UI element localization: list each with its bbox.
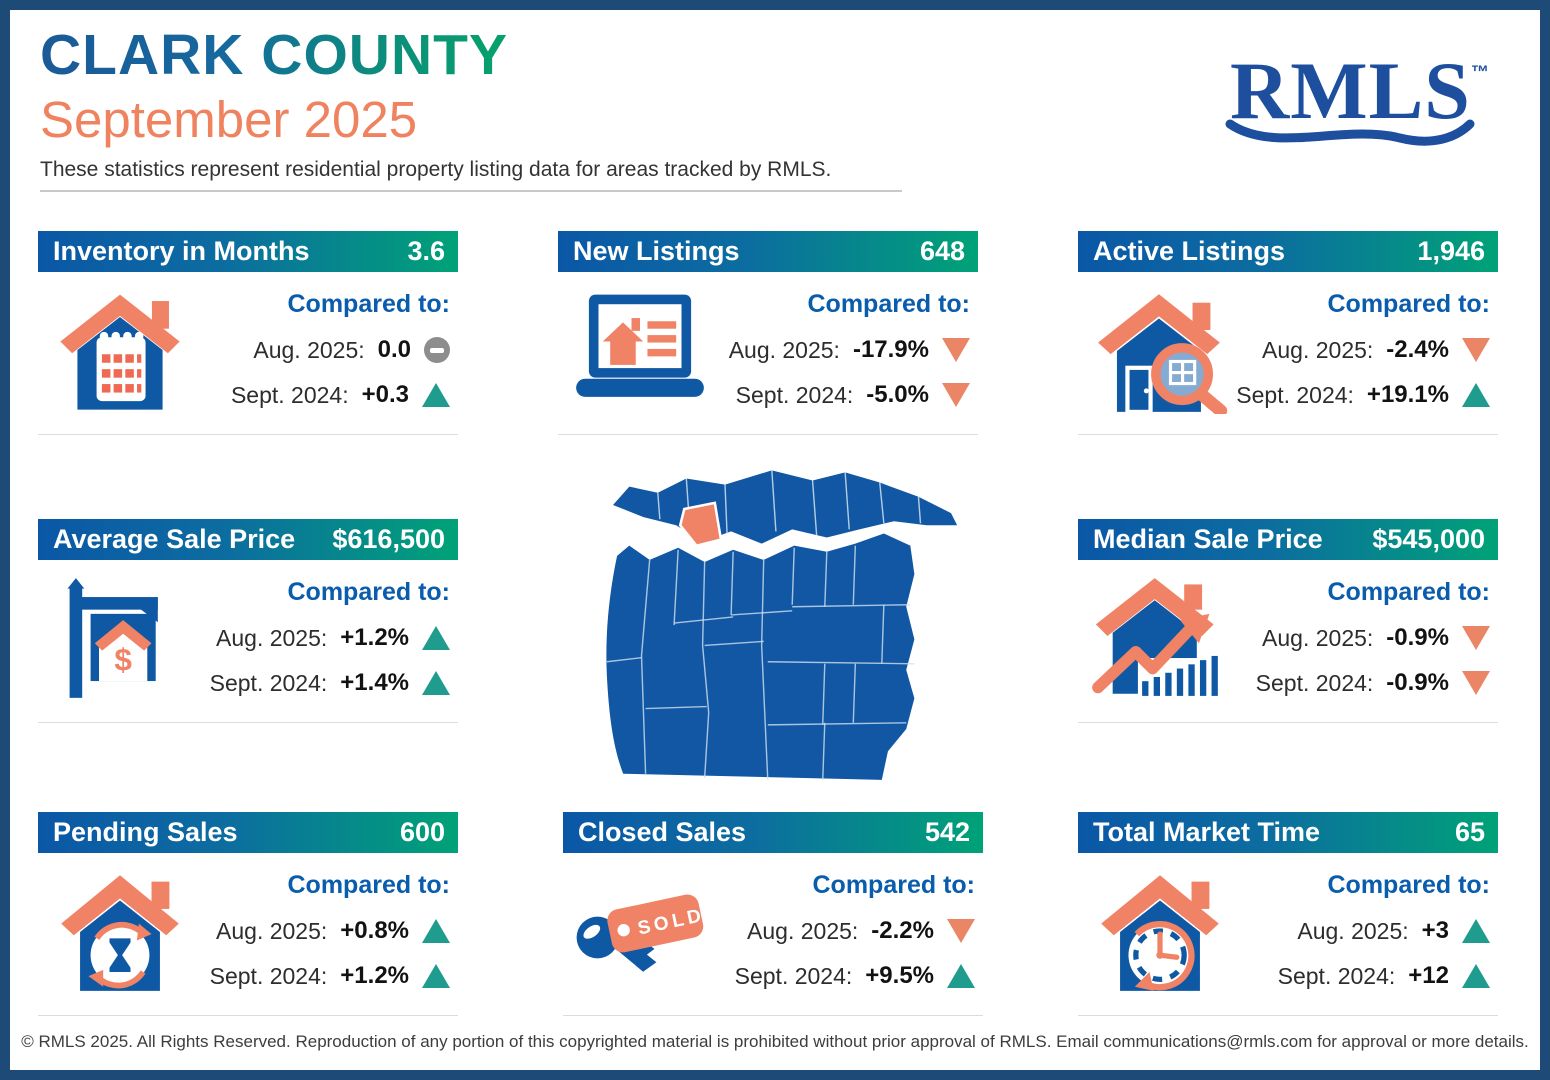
house-magnifier-icon bbox=[1084, 288, 1236, 418]
card-title: Pending Sales bbox=[53, 817, 238, 847]
card-value: 600 bbox=[399, 817, 445, 847]
comparison-row: Sept. 2024: +1.2% bbox=[210, 962, 450, 990]
trend-up-icon bbox=[422, 964, 450, 988]
clark-county-highlight bbox=[678, 501, 723, 548]
comparison-row: Aug. 2025: -0.9% bbox=[1256, 624, 1490, 652]
logo-swoosh-icon bbox=[1225, 119, 1475, 146]
comparison-row: Sept. 2024: +19.1% bbox=[1236, 381, 1490, 409]
compared-to-label: Compared to: bbox=[1327, 290, 1491, 318]
key-sold-tag-icon: SOLD bbox=[569, 869, 721, 999]
page-title: CLARK COUNTY bbox=[40, 23, 508, 87]
card-average-sale-price: Average Sale Price $616,500 $ Compared bbox=[38, 519, 458, 723]
rmls-logo-text: RMLS bbox=[1230, 45, 1471, 136]
comparison-row: Aug. 2025: -17.9% bbox=[729, 336, 970, 364]
trend-up-icon bbox=[1462, 964, 1490, 988]
comparison-row: Aug. 2025: +3 bbox=[1278, 917, 1490, 945]
compared-to-label: Compared to: bbox=[812, 871, 976, 899]
card-title: Average Sale Price bbox=[53, 524, 296, 554]
comparison-row: Sept. 2024: -5.0% bbox=[729, 381, 970, 409]
report-month: September 2025 bbox=[40, 91, 418, 148]
comparison-row: Aug. 2025: 0.0 bbox=[231, 336, 450, 364]
trend-up-icon bbox=[422, 383, 450, 407]
trend-neutral-icon bbox=[424, 337, 450, 363]
card-header: Active Listings 1,946 bbox=[1078, 231, 1498, 272]
comparison-row: Sept. 2024: +1.4% bbox=[210, 669, 450, 697]
card-inventory-in-months: Inventory in Months 3.6 bbox=[38, 231, 458, 435]
oregon-counties bbox=[606, 533, 915, 780]
card-title: Active Listings bbox=[1093, 236, 1286, 266]
report-description: These statistics represent residential p… bbox=[40, 158, 832, 181]
card-header: Closed Sales 542 bbox=[563, 812, 983, 853]
comparison-row: Aug. 2025: +1.2% bbox=[210, 624, 450, 652]
card-title: New Listings bbox=[573, 236, 740, 266]
compared-to-label: Compared to: bbox=[287, 871, 451, 899]
card-total-market-time: Total Market Time 65 Compar bbox=[1078, 812, 1498, 1016]
header-divider bbox=[40, 190, 902, 192]
trademark-symbol: ™ bbox=[1470, 62, 1490, 82]
card-value: 542 bbox=[924, 817, 970, 847]
compared-to-label: Compared to: bbox=[287, 578, 451, 606]
trend-up-icon bbox=[1462, 919, 1490, 943]
trend-up-icon bbox=[1462, 383, 1490, 407]
card-closed-sales: Closed Sales 542 SOLD Compared to: bbox=[563, 812, 983, 1016]
compared-to-label: Compared to: bbox=[287, 290, 451, 318]
dollar-glyph: $ bbox=[114, 642, 132, 678]
copyright-notice: © RMLS 2025. All Rights Reserved. Reprod… bbox=[21, 1032, 1529, 1051]
card-header: Pending Sales 600 bbox=[38, 812, 458, 853]
house-hourglass-icon bbox=[44, 869, 196, 999]
comparison-row: Aug. 2025: -2.4% bbox=[1236, 336, 1490, 364]
card-title: Median Sale Price bbox=[1093, 524, 1323, 554]
card-pending-sales: Pending Sales 600 Compared to: bbox=[38, 812, 458, 1016]
trend-down-icon bbox=[942, 338, 970, 362]
trend-up-icon bbox=[947, 964, 975, 988]
card-value: 1,946 bbox=[1417, 236, 1485, 266]
card-value: 65 bbox=[1454, 817, 1485, 847]
card-value: 3.6 bbox=[407, 236, 445, 266]
card-title: Total Market Time bbox=[1093, 817, 1321, 847]
county-map bbox=[582, 452, 980, 788]
card-header: Median Sale Price $545,000 bbox=[1078, 519, 1498, 560]
comparison-row: Sept. 2024: -0.9% bbox=[1256, 669, 1490, 697]
card-new-listings: New Listings 648 Compared to: bbox=[558, 231, 978, 435]
card-value: 648 bbox=[919, 236, 965, 266]
washington-counties bbox=[613, 470, 958, 544]
trend-down-icon bbox=[1462, 671, 1490, 695]
comparison-row: Sept. 2024: +9.5% bbox=[735, 962, 975, 990]
trend-up-icon bbox=[422, 919, 450, 943]
compared-to-label: Compared to: bbox=[1327, 578, 1491, 606]
trend-down-icon bbox=[942, 383, 970, 407]
comparison-row: Aug. 2025: +0.8% bbox=[210, 917, 450, 945]
house-clock-icon bbox=[1084, 869, 1236, 999]
card-header: Inventory in Months 3.6 bbox=[38, 231, 458, 272]
card-value: $545,000 bbox=[1372, 524, 1485, 554]
rmls-logo: RMLS™ bbox=[1225, 50, 1490, 160]
trend-down-icon bbox=[947, 919, 975, 943]
card-header: Total Market Time 65 bbox=[1078, 812, 1498, 853]
oregon-washington-map bbox=[606, 470, 958, 780]
trend-up-icon bbox=[422, 626, 450, 650]
comparison-row: Aug. 2025: -2.2% bbox=[735, 917, 975, 945]
sale-sign-dollar-icon: $ bbox=[44, 576, 196, 706]
card-header: New Listings 648 bbox=[558, 231, 978, 272]
card-value: $616,500 bbox=[332, 524, 445, 554]
trend-down-icon bbox=[1462, 338, 1490, 362]
trend-up-icon bbox=[422, 671, 450, 695]
card-header: Average Sale Price $616,500 bbox=[38, 519, 458, 560]
card-title: Inventory in Months bbox=[53, 236, 310, 266]
card-title: Closed Sales bbox=[578, 817, 747, 847]
compared-to-label: Compared to: bbox=[1327, 871, 1491, 899]
house-trend-chart-icon bbox=[1084, 576, 1236, 706]
house-calendar-icon bbox=[44, 288, 196, 418]
card-active-listings: Active Listings 1,946 Compa bbox=[1078, 231, 1498, 435]
trend-down-icon bbox=[1462, 626, 1490, 650]
card-median-sale-price: Median Sale Price $545,000 bbox=[1078, 519, 1498, 723]
compared-to-label: Compared to: bbox=[807, 290, 971, 318]
laptop-house-icon bbox=[564, 288, 716, 418]
comparison-row: Sept. 2024: +0.3 bbox=[231, 381, 450, 409]
comparison-row: Sept. 2024: +12 bbox=[1278, 962, 1490, 990]
